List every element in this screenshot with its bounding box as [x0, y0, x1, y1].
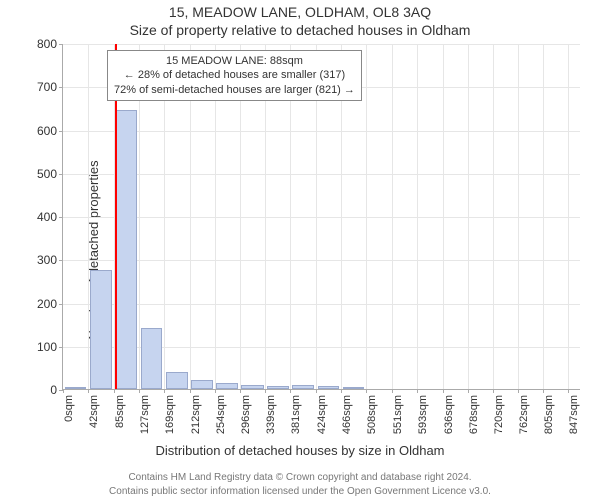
ytick-label: 800 [37, 37, 57, 51]
xtick-label: 339sqm [265, 395, 277, 434]
gridline-h [63, 260, 580, 261]
xtick-mark [114, 389, 115, 393]
xtick-mark [88, 389, 89, 393]
xtick-label: 381sqm [290, 395, 302, 434]
xtick-label: 296sqm [240, 395, 252, 434]
xtick-label: 424sqm [316, 395, 328, 434]
xtick-mark [139, 389, 140, 393]
xtick-label: 42sqm [88, 395, 100, 428]
annotation-line-3: 72% of semi-detached houses are larger (… [114, 83, 355, 97]
ytick-mark [59, 87, 63, 88]
xtick-mark [290, 389, 291, 393]
histogram-bar [267, 386, 289, 389]
histogram-bar [241, 385, 263, 389]
xtick-label: 551sqm [392, 395, 404, 434]
ytick-mark [59, 174, 63, 175]
xtick-label: 254sqm [215, 395, 227, 434]
xtick-label: 720sqm [493, 395, 505, 434]
xtick-label: 805sqm [543, 395, 555, 434]
gridline-h [63, 174, 580, 175]
gridline-h [63, 304, 580, 305]
xtick-mark [468, 389, 469, 393]
xtick-mark [392, 389, 393, 393]
xtick-mark [240, 389, 241, 393]
xtick-mark [443, 389, 444, 393]
ytick-mark [59, 260, 63, 261]
ytick-label: 600 [37, 124, 57, 138]
ytick-label: 400 [37, 210, 57, 224]
xtick-label: 212sqm [190, 395, 202, 434]
xtick-mark [164, 389, 165, 393]
histogram-bar [65, 387, 87, 389]
xtick-mark [190, 389, 191, 393]
ytick-label: 100 [37, 340, 57, 354]
page-title: 15, MEADOW LANE, OLDHAM, OL8 3AQ [0, 4, 600, 20]
gridline-v [468, 44, 469, 389]
xtick-label: 762sqm [518, 395, 530, 434]
gridline-v [366, 44, 367, 389]
histogram-bar [90, 270, 112, 389]
xtick-label: 169sqm [164, 395, 176, 434]
footer-line-1: Contains HM Land Registry data © Crown c… [0, 471, 600, 485]
ytick-label: 500 [37, 167, 57, 181]
xtick-label: 127sqm [139, 395, 151, 434]
ytick-mark [59, 304, 63, 305]
gridline-v [518, 44, 519, 389]
gridline-v [568, 44, 569, 389]
chart-container: 15, MEADOW LANE, OLDHAM, OL8 3AQ Size of… [0, 0, 600, 500]
histogram-bar [115, 110, 137, 389]
histogram-bar [216, 383, 238, 389]
ytick-label: 200 [37, 297, 57, 311]
xtick-mark [265, 389, 266, 393]
histogram-bar [141, 328, 163, 389]
gridline-h [63, 131, 580, 132]
footer: Contains HM Land Registry data © Crown c… [0, 471, 600, 498]
gridline-v [417, 44, 418, 389]
x-axis-label: Distribution of detached houses by size … [0, 443, 600, 458]
xtick-label: 85sqm [114, 395, 126, 428]
ytick-mark [59, 347, 63, 348]
ytick-label: 0 [50, 383, 57, 397]
xtick-label: 636sqm [443, 395, 455, 434]
xtick-mark [568, 389, 569, 393]
histogram-bar [343, 387, 365, 389]
xtick-mark [518, 389, 519, 393]
property-annotation: 15 MEADOW LANE: 88sqm ← 28% of detached … [107, 50, 362, 101]
xtick-mark [493, 389, 494, 393]
xtick-mark [417, 389, 418, 393]
gridline-v [493, 44, 494, 389]
histogram-bar [166, 372, 188, 389]
gridline-v [392, 44, 393, 389]
xtick-label: 508sqm [366, 395, 378, 434]
xtick-label: 593sqm [417, 395, 429, 434]
ytick-label: 300 [37, 253, 57, 267]
xtick-mark [341, 389, 342, 393]
xtick-label: 847sqm [568, 395, 580, 434]
xtick-mark [63, 389, 64, 393]
ytick-label: 700 [37, 80, 57, 94]
page-subtitle: Size of property relative to detached ho… [0, 22, 600, 38]
annotation-line-1: 15 MEADOW LANE: 88sqm [114, 54, 355, 68]
xtick-mark [366, 389, 367, 393]
ytick-mark [59, 217, 63, 218]
xtick-mark [543, 389, 544, 393]
xtick-label: 466sqm [341, 395, 353, 434]
xtick-label: 0sqm [63, 395, 75, 422]
xtick-label: 678sqm [468, 395, 480, 434]
gridline-v [443, 44, 444, 389]
histogram-bar [191, 380, 213, 390]
gridline-v [543, 44, 544, 389]
ytick-mark [59, 44, 63, 45]
histogram-bar [292, 385, 314, 389]
gridline-h [63, 217, 580, 218]
footer-line-2: Contains public sector information licen… [0, 485, 600, 499]
ytick-mark [59, 131, 63, 132]
histogram-bar [318, 386, 340, 389]
xtick-mark [316, 389, 317, 393]
plot-area: 01002003004005006007008000sqm42sqm85sqm1… [62, 44, 580, 390]
xtick-mark [215, 389, 216, 393]
gridline-h [63, 44, 580, 45]
annotation-line-2: ← 28% of detached houses are smaller (31… [114, 68, 355, 82]
